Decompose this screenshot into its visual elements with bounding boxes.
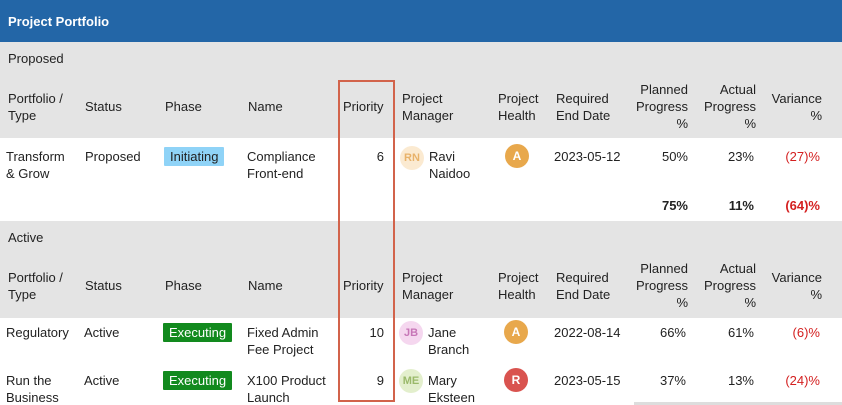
group-header-proposed: Proposed Portfolio / Type Status Phase N… — [0, 42, 842, 138]
variance-cell: (6)% — [792, 325, 820, 340]
end-date-cell: 2022-08-14 — [554, 325, 621, 340]
planned-progress-cell: 66% — [659, 325, 686, 340]
avatar: ME — [399, 369, 423, 393]
project-name-link[interactable]: Compliance Front-end — [247, 149, 316, 181]
status-cell: Active — [84, 373, 120, 388]
col-header-actual[interactable]: Actual Progress % — [703, 261, 756, 310]
project-name-link[interactable]: X100 Product Launch — [247, 373, 326, 405]
actual-progress-cell: 23% — [727, 149, 754, 164]
col-header-priority[interactable]: Priority — [343, 278, 384, 293]
col-header-planned[interactable]: Planned Progress % — [635, 261, 688, 310]
actual-progress-cell: 13% — [727, 373, 754, 388]
status-cell: Proposed — [85, 149, 141, 164]
actual-progress-cell: 61% — [727, 325, 754, 340]
portfolio-cell: Run the Business — [6, 373, 59, 405]
planned-progress-cell: 37% — [659, 373, 686, 388]
priority-cell: 6 — [376, 149, 384, 164]
col-header-name[interactable]: Name — [248, 278, 283, 293]
end-date-cell: 2023-05-15 — [554, 373, 621, 388]
end-date-cell: 2023-05-12 — [554, 149, 621, 164]
col-header-phase[interactable]: Phase — [165, 99, 202, 114]
col-header-phase[interactable]: Phase — [165, 278, 202, 293]
priority-cell: 10 — [369, 325, 384, 340]
horizontal-scrollbar[interactable] — [634, 402, 842, 405]
col-header-variance[interactable]: Variance % — [771, 91, 822, 123]
variance-cell: (24)% — [785, 373, 820, 388]
avatar: RN — [400, 146, 424, 170]
manager-name: Jane Branch — [428, 325, 470, 357]
col-header-actual[interactable]: Actual Progress % — [703, 82, 756, 131]
health-indicator: A — [504, 320, 528, 344]
group-header-active: Active Portfolio / Type Status Phase Nam… — [0, 221, 842, 318]
table-row[interactable]: Transform & Grow Proposed Initiating Com… — [0, 138, 842, 190]
col-header-portfolio[interactable]: Portfolio / Type — [8, 91, 63, 123]
portfolio-cell: Regulatory — [6, 325, 69, 340]
col-header-end-date[interactable]: Required End Date — [556, 91, 611, 123]
phase-badge: Executing — [163, 371, 233, 390]
avatar: JB — [399, 321, 423, 345]
planned-total: 75% — [661, 198, 688, 213]
phase-badge: Initiating — [164, 147, 225, 166]
manager-name: Mary Eksteen — [428, 373, 475, 405]
health-indicator: R — [504, 368, 528, 392]
panel-title: Project Portfolio — [0, 0, 842, 42]
table-row[interactable]: Regulatory Active Executing Fixed Admin … — [0, 318, 842, 366]
group-label: Proposed — [8, 51, 64, 66]
manager-name: Ravi Naidoo — [429, 149, 471, 181]
col-header-status[interactable]: Status — [85, 99, 122, 114]
col-header-health[interactable]: Project Health — [498, 91, 539, 123]
portfolio-cell: Transform & Grow — [6, 149, 65, 181]
col-header-health[interactable]: Project Health — [498, 270, 539, 302]
project-name-link[interactable]: Fixed Admin Fee Project — [247, 325, 319, 357]
totals-row: 75% 11% (64)% — [0, 190, 842, 221]
col-header-priority[interactable]: Priority — [343, 99, 384, 114]
variance-total: (64)% — [785, 198, 820, 213]
health-indicator: A — [505, 144, 529, 168]
col-header-name[interactable]: Name — [248, 99, 283, 114]
priority-cell: 9 — [376, 373, 384, 388]
col-header-portfolio[interactable]: Portfolio / Type — [8, 270, 63, 302]
actual-total: 11% — [728, 198, 754, 213]
table-row[interactable]: Run the Business Active Executing X100 P… — [0, 366, 842, 405]
status-cell: Active — [84, 325, 120, 340]
col-header-end-date[interactable]: Required End Date — [556, 270, 611, 302]
col-header-variance[interactable]: Variance % — [771, 270, 822, 302]
col-header-planned[interactable]: Planned Progress % — [635, 82, 688, 131]
planned-progress-cell: 50% — [661, 149, 688, 164]
col-header-status[interactable]: Status — [85, 278, 122, 293]
phase-badge: Executing — [163, 323, 233, 342]
col-header-manager[interactable]: Project Manager — [402, 270, 454, 302]
variance-cell: (27)% — [785, 149, 820, 164]
group-label: Active — [8, 230, 44, 245]
col-header-manager[interactable]: Project Manager — [402, 91, 454, 123]
